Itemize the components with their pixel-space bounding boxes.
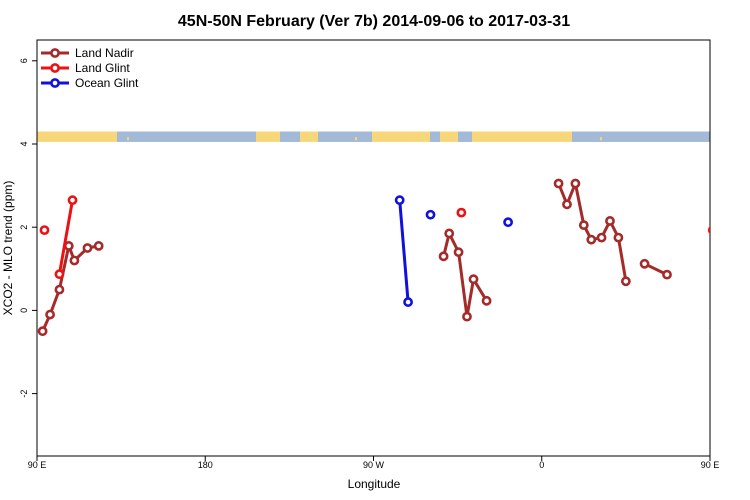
series-ocean-glint — [394, 195, 513, 307]
data-point-land-nadir — [570, 178, 581, 189]
y-axis-label: XCO2 - MLO trend (ppm) — [1, 181, 15, 316]
y-tick-label: -2 — [19, 390, 29, 398]
data-point-land-nadir — [562, 199, 572, 210]
data-point-ocean-glint — [425, 209, 436, 220]
data-point-land-nadir — [729, 286, 736, 293]
map-island — [489, 137, 492, 141]
y-tick-label: 6 — [19, 58, 29, 63]
legend-swatch-marker — [50, 78, 60, 88]
map-ocean-region — [430, 131, 440, 142]
legend-label: Ocean Glint — [75, 76, 139, 90]
data-point-land-nadir — [639, 258, 650, 269]
data-point-ocean-glint — [403, 297, 413, 307]
data-point-land-nadir — [37, 326, 48, 337]
data-point-ocean-glint — [503, 217, 513, 228]
data-point-land-glint — [54, 269, 65, 280]
legend-swatch-marker — [50, 48, 60, 58]
x-axis: 90 E 180 90 W 0 90 E — [28, 456, 720, 470]
world-map-strip — [37, 131, 710, 142]
data-point-land-nadir — [69, 255, 80, 266]
legend-item-ocean-glint: Ocean Glint — [41, 76, 139, 90]
data-point-land-nadir — [719, 311, 726, 318]
x-tick-label: 180 — [198, 460, 213, 470]
data-point-land-glint — [707, 226, 710, 235]
data-point-land-nadir — [709, 329, 710, 333]
x-tick-label: 90 E — [28, 460, 47, 470]
data-point-land-nadir — [620, 276, 631, 287]
data-point-land-nadir — [444, 228, 455, 239]
series-layer — [37, 178, 750, 337]
series-line-land-nadir — [715, 246, 750, 331]
data-point-land-nadir — [453, 247, 464, 258]
data-point-land-nadir — [586, 234, 597, 245]
data-point-land-nadir — [553, 178, 564, 189]
map-island — [300, 137, 303, 141]
series-line-land-glint — [57, 199, 74, 275]
series-line-land-nadir — [557, 178, 628, 282]
data-point-land-nadir — [662, 269, 672, 280]
y-tick-label: 0 — [19, 308, 29, 313]
data-point-land-nadir — [462, 311, 472, 322]
legend-item-land-nadir: Land Nadir — [41, 46, 134, 60]
y-tick-label: 4 — [19, 141, 29, 146]
data-point-land-nadir — [93, 241, 104, 251]
data-point-land-nadir — [481, 295, 492, 306]
data-point-land-nadir — [45, 309, 55, 320]
series-line-ocean-glint — [398, 200, 410, 303]
data-point-land-nadir — [54, 284, 65, 295]
y-tick-label: 2 — [19, 225, 29, 230]
data-point-land-nadir — [468, 274, 479, 285]
x-tick-label: 90 W — [363, 460, 385, 470]
map-land-band — [37, 131, 710, 142]
legend-swatch-marker — [50, 63, 60, 73]
map-ocean-region — [572, 131, 710, 142]
data-point-land-nadir — [578, 220, 589, 231]
map-island — [600, 137, 602, 141]
legend-label: Land Glint — [75, 61, 130, 75]
data-point-land-nadir — [596, 232, 607, 243]
plot-frame — [36, 39, 711, 457]
series-line-land-nadir — [442, 229, 488, 317]
map-island — [355, 137, 357, 141]
series-land-nadir — [37, 178, 750, 337]
x-tick-label: 90 E — [701, 460, 720, 470]
map-island — [520, 137, 522, 141]
data-point-land-nadir — [738, 242, 745, 249]
map-island — [127, 137, 129, 141]
data-point-land-glint — [729, 271, 736, 278]
data-point-land-glint — [456, 207, 467, 218]
data-point-land-nadir — [82, 243, 93, 253]
data-point-land-nadir — [744, 257, 750, 264]
map-ocean-region — [117, 131, 256, 142]
data-point-land-nadir — [438, 251, 449, 262]
map-ocean-region — [280, 131, 300, 142]
data-point-land-nadir — [605, 216, 615, 226]
data-point-land-nadir — [613, 232, 624, 243]
y-axis: -2 0 2 4 6 — [19, 58, 37, 398]
data-point-ocean-glint — [394, 195, 405, 206]
data-point-land-glint — [39, 225, 50, 236]
x-axis-label: Longitude — [348, 477, 401, 491]
map-ocean-region — [458, 131, 472, 142]
chart-title: 45N-50N February (Ver 7b) 2014-09-06 to … — [178, 13, 570, 30]
series-land-glint — [39, 195, 749, 280]
series-line-land-glint — [732, 200, 745, 274]
legend-label: Land Nadir — [75, 46, 134, 60]
data-point-land-glint — [67, 195, 78, 206]
x-tick-label: 0 — [539, 460, 544, 470]
legend-item-land-glint: Land Glint — [41, 61, 130, 75]
map-ocean-region — [318, 131, 372, 142]
data-point-land-glint — [742, 197, 749, 204]
